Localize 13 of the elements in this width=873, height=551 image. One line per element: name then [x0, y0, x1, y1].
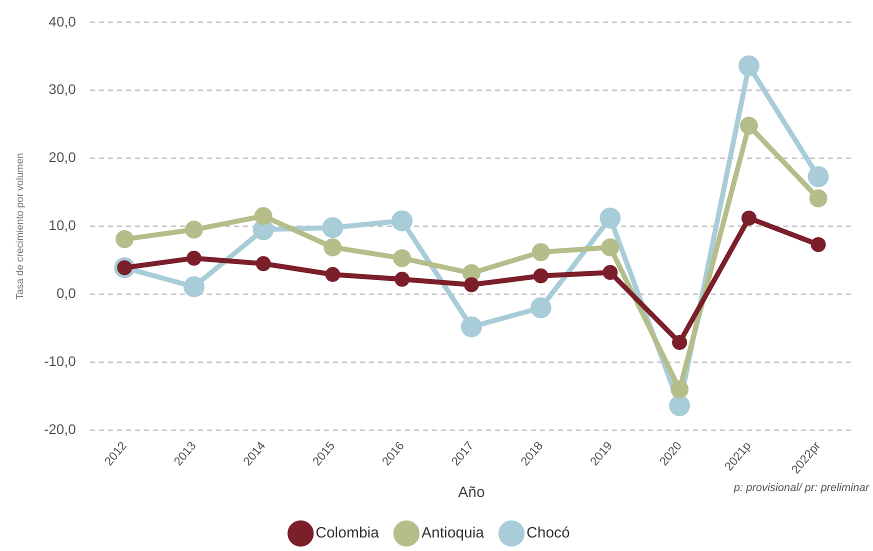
y-tick-label: 20,0 — [48, 149, 76, 166]
y-tick-label: 30,0 — [48, 81, 76, 98]
text: p: provisional/ pr: preliminar — [734, 482, 869, 494]
legend-label: Colombia — [316, 524, 380, 542]
y-tick-label: -10,0 — [44, 353, 76, 370]
y-tick-label: 10,0 — [48, 217, 76, 234]
legend-label: Chocó — [526, 524, 570, 542]
x-axis-title: Año — [458, 484, 485, 502]
legend-label: Antioquia — [421, 524, 485, 542]
y-tick-label: 40,0 — [48, 13, 76, 30]
y-axis-title: Tasa de crecimiento por volumen — [14, 152, 26, 300]
y-tick-label: -20,0 — [44, 420, 76, 437]
y-tick-label: 0,0 — [56, 285, 76, 302]
